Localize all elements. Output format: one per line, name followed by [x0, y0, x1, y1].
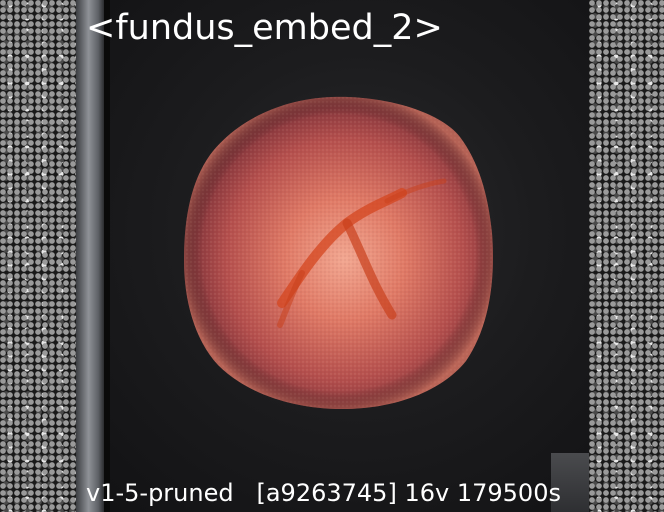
- vector-count: 16v: [404, 479, 450, 507]
- fundus-image: [184, 96, 493, 409]
- step-count: 179500s: [456, 479, 561, 507]
- model-name: v1-5-pruned: [86, 479, 234, 507]
- blood-vessels: [277, 178, 447, 328]
- model-caption: v1-5-pruned [a9263745] 16v 179500s: [86, 478, 561, 508]
- left-scroll-bar[interactable]: [76, 0, 104, 512]
- model-hash: [a9263745]: [256, 479, 397, 507]
- left-bar-divider: [104, 0, 110, 512]
- corner-handle[interactable]: [551, 453, 589, 512]
- left-pattern-panel: [0, 0, 76, 512]
- right-pattern-panel: [589, 0, 664, 512]
- embedding-title: <fundus_embed_2>: [86, 8, 443, 48]
